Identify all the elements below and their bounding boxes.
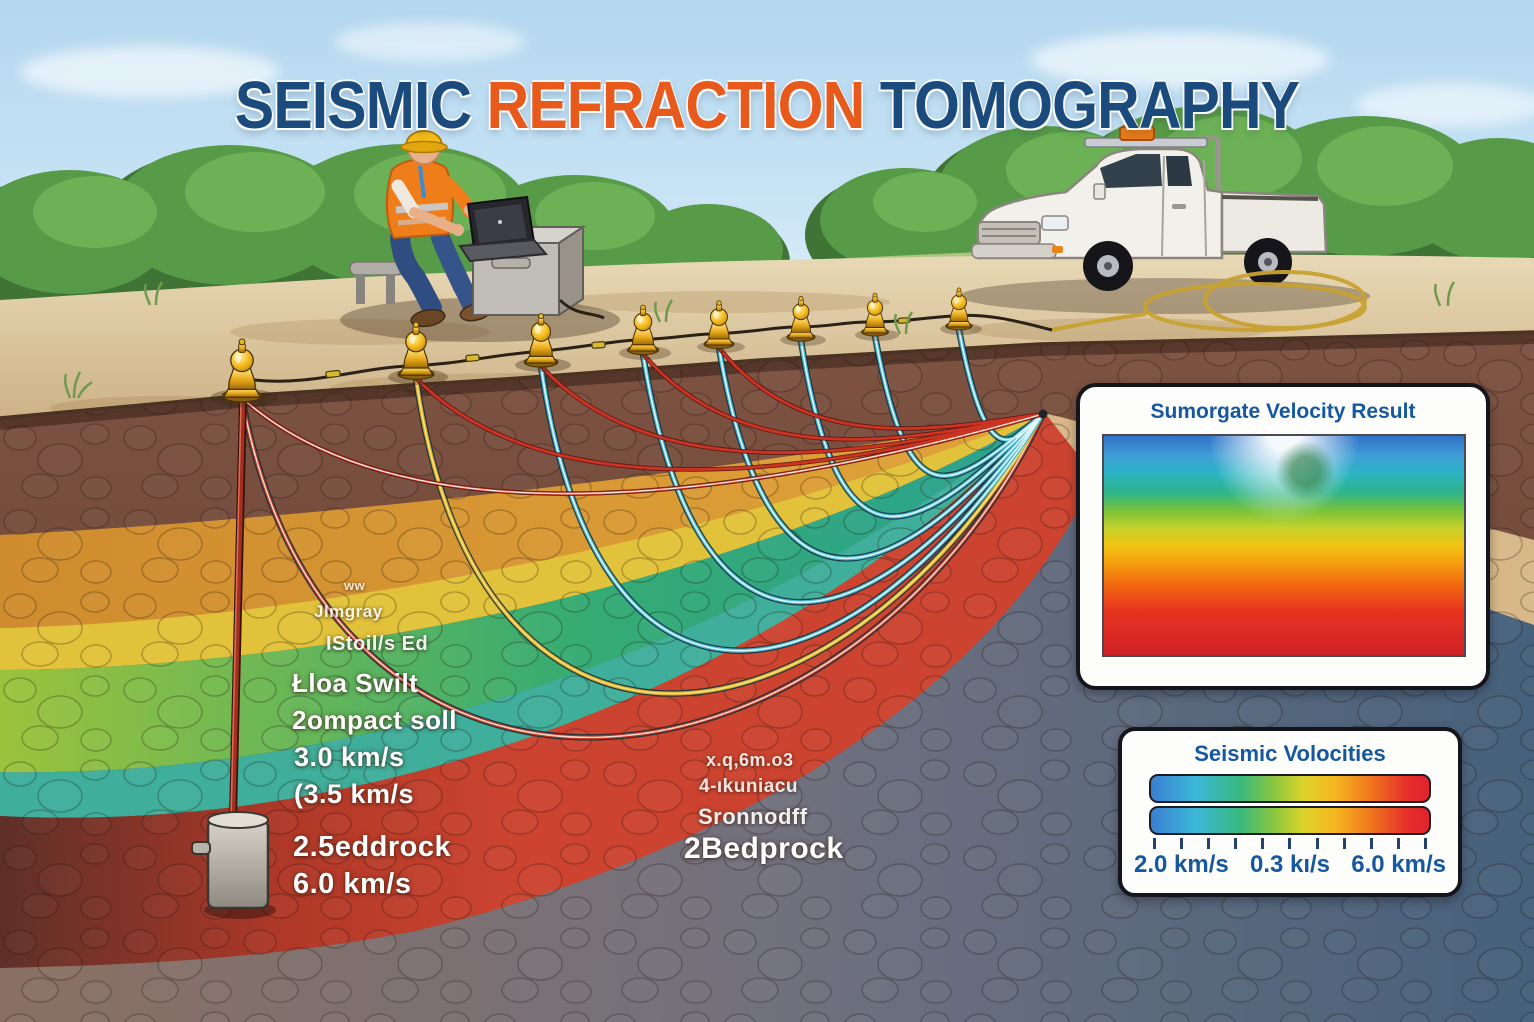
cable-coil <box>1051 270 1367 332</box>
ground-label-bedrock-2: 2Bedprock <box>684 832 844 865</box>
source-cylinder <box>206 818 270 910</box>
beacon-light <box>1119 126 1155 141</box>
page-title: SEISMIC REFRACTION TOMOGRAPHY <box>92 67 1442 144</box>
ground-label-velocity-6: 6.0 km/s <box>293 868 412 900</box>
ground-label: x.q,6m.o3 <box>706 750 794 770</box>
ground-label: Sronnodff <box>698 804 808 829</box>
seismic-ray-paths <box>238 326 1048 741</box>
stool <box>349 261 403 276</box>
color-bar <box>1149 806 1431 835</box>
velocity-result-panel: Sumorgate Velocity Result <box>1076 383 1490 690</box>
side-mirror <box>1093 183 1106 200</box>
scale-labels: 2.0 km/s 0.3 kı/s 6.0 km/s <box>1134 851 1446 879</box>
ground-label: 4-ıkuniacu <box>699 776 798 797</box>
ground-label-bedrock: 2.5eddrock <box>293 831 452 863</box>
title-word-tomography: TOMOGRAPHY <box>879 67 1300 143</box>
scale-label-min: 2.0 km/s <box>1134 851 1229 878</box>
grass-tufts <box>63 281 1456 399</box>
side-window <box>1166 156 1192 186</box>
ground-label-velocity-35: (3.5 km/s <box>294 779 415 809</box>
title-word-seismic: SEISMIC <box>234 67 472 143</box>
ground-label-loose-soil: Łloa Swilt <box>292 668 419 698</box>
ground-label: ww <box>344 578 366 593</box>
grille <box>977 221 1041 245</box>
laptop-keyboard <box>458 238 549 263</box>
velocity-legend-panel: Seismic Volocities 2.0 km/s 0.3 kı/s 6.0… <box>1118 727 1462 897</box>
scale-label-mid: 0.3 kı/s <box>1249 851 1331 878</box>
tomography-image <box>1102 434 1466 657</box>
scale-ticks <box>1153 838 1427 849</box>
box-handle <box>491 257 531 269</box>
shot-source <box>191 399 276 919</box>
ground-label-velocity-3: 3.0 km/s <box>294 742 405 772</box>
field-operator <box>349 130 605 328</box>
velocity-color-scale <box>1149 774 1431 835</box>
clouds <box>20 22 1534 127</box>
title-word-refraction: REFRACTION <box>486 67 866 143</box>
truck-shadow <box>960 278 1370 314</box>
ground-label: IStoil/s Ed <box>326 633 429 655</box>
windshield <box>1100 154 1162 188</box>
ground-label: Jlmgray <box>314 602 383 621</box>
color-bar <box>1149 774 1431 803</box>
ray-convergence-point <box>1038 409 1048 419</box>
ground-label-compact-soil: 2ompact soll <box>292 705 457 735</box>
headlight <box>1041 215 1069 231</box>
geophone-array <box>210 287 982 407</box>
result-panel-title: Sumorgate Velocity Result <box>1150 400 1416 423</box>
scale-label-max: 6.0 km/s <box>1351 851 1446 878</box>
legend-panel-title: Seismic Volocities <box>1194 741 1386 766</box>
sand-ground <box>0 254 1534 418</box>
boot <box>410 308 446 328</box>
pickup-truck <box>971 126 1328 291</box>
